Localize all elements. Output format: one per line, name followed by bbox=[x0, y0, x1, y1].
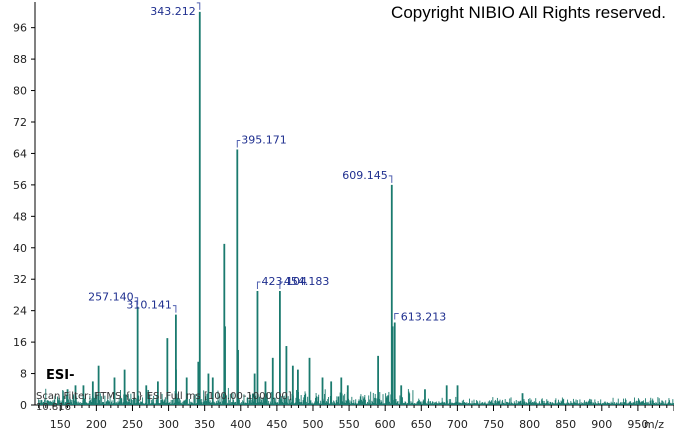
peak-labels-layer: 343.212395.171609.145423.104454.183310.1… bbox=[88, 2, 447, 323]
x-tick-label: 950 bbox=[627, 418, 648, 431]
peak-leader bbox=[256, 281, 261, 290]
y-tick-label: 0 bbox=[20, 399, 27, 412]
x-axis-label: m/z bbox=[644, 418, 664, 431]
copyright-notice: Copyright NIBIO All Rights reserved. bbox=[391, 3, 666, 22]
y-tick-label: 80 bbox=[13, 85, 27, 98]
x-tick-label: 700 bbox=[447, 418, 468, 431]
y-tick-label: 64 bbox=[13, 147, 27, 160]
y-tick-label: 48 bbox=[13, 210, 27, 223]
x-tick-label: 350 bbox=[194, 418, 215, 431]
y-tick-label: 88 bbox=[13, 53, 27, 66]
x-tick-label: 400 bbox=[230, 418, 251, 431]
x-tick-label: 300 bbox=[158, 418, 179, 431]
peak-label: 343.212 bbox=[150, 5, 196, 18]
peak-label: 395.171 bbox=[241, 134, 287, 147]
x-tick-label: 650 bbox=[411, 418, 432, 431]
x-tick-label: 500 bbox=[302, 418, 323, 431]
axis-layer: 0 8 16 24 32 40 48 56 64 72 80 88 96 150 200 250 300 350 4… bbox=[13, 2, 674, 431]
scan-filter-text: Scan Filter: FTMS {1} ESI Full ms [100.0… bbox=[36, 391, 292, 402]
peak-label: 613.213 bbox=[401, 310, 447, 323]
x-tick-label: 800 bbox=[519, 418, 540, 431]
peak-label: 257.140 bbox=[88, 291, 134, 304]
y-tick-label: 16 bbox=[13, 336, 27, 349]
peak-label: 609.145 bbox=[342, 169, 388, 182]
y-tick-label: 96 bbox=[13, 22, 27, 35]
x-tick-label: 450 bbox=[266, 418, 287, 431]
x-tick-label: 250 bbox=[122, 418, 143, 431]
y-tick-label: 56 bbox=[13, 179, 27, 192]
y-tick-label: 32 bbox=[13, 273, 27, 286]
peak-leader bbox=[279, 281, 283, 290]
peak-leader bbox=[196, 2, 201, 10]
y-tick-label: 24 bbox=[13, 305, 27, 318]
peak-leader bbox=[394, 312, 399, 320]
peak-leader bbox=[236, 140, 241, 148]
peak-label: 454.183 bbox=[284, 275, 330, 288]
x-tick-label: 850 bbox=[555, 418, 576, 431]
y-tick-label: 72 bbox=[13, 116, 27, 129]
peak-leader bbox=[388, 175, 393, 183]
x-tick-label: 150 bbox=[50, 418, 71, 431]
y-tick-label: 8 bbox=[20, 368, 27, 381]
x-tick-label: 550 bbox=[339, 418, 360, 431]
peak-label: 423.104 bbox=[261, 275, 307, 288]
y-tick-label: 40 bbox=[13, 242, 27, 255]
peak-leader bbox=[172, 305, 177, 313]
retention-time-text: 10.816 bbox=[36, 402, 71, 413]
peaks-layer bbox=[66, 11, 524, 405]
x-tick-label: 200 bbox=[86, 418, 107, 431]
x-tick-label: 600 bbox=[375, 418, 396, 431]
x-tick-label: 900 bbox=[591, 418, 612, 431]
peak-leader bbox=[134, 297, 139, 305]
ion-mode-label: ESI- bbox=[46, 368, 75, 383]
x-tick-label: 750 bbox=[483, 418, 504, 431]
